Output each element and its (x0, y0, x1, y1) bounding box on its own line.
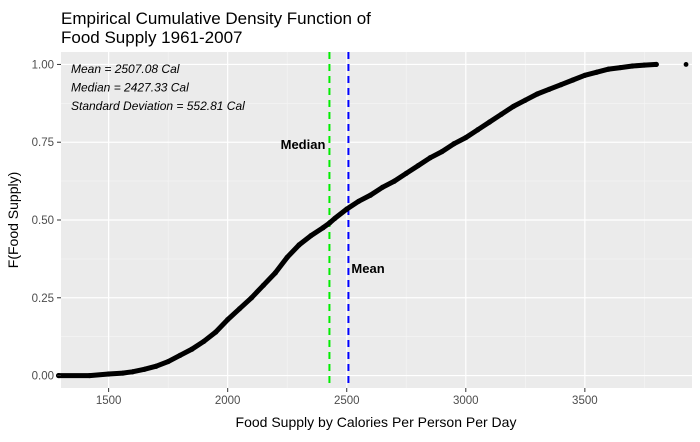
ecdf-point (236, 306, 243, 312)
ecdf-point (367, 192, 374, 198)
y-axis-label: F(Food Supply) (5, 172, 21, 268)
ecdf-point (451, 141, 457, 147)
ecdf-point (320, 225, 326, 231)
x-tick-label: 1500 (96, 395, 122, 407)
ecdf-point (177, 352, 183, 358)
ecdf-point (86, 372, 93, 379)
ecdf-point (213, 329, 219, 335)
stats-annotation-2: Standard Deviation = 552.81 Cal (71, 99, 245, 113)
x-tick-label: 2000 (215, 395, 241, 407)
ecdf-point (617, 64, 624, 71)
ecdf-point (606, 66, 612, 72)
ecdf-point (248, 295, 255, 301)
ecdf-point (153, 363, 159, 369)
ecdf-point (522, 97, 528, 103)
ecdf-point (326, 220, 332, 226)
ecdf-point (391, 178, 397, 184)
y-tick-label: 0.00 (32, 371, 54, 383)
ecdf-point (463, 134, 469, 141)
ecdf-point (534, 91, 540, 97)
ecdf-point (427, 155, 433, 161)
ecdf-point (141, 366, 147, 372)
ecdf-point (487, 119, 493, 125)
ecdf-point (510, 103, 517, 110)
ecdf-point (344, 206, 350, 212)
y-tick-label: 0.50 (32, 215, 54, 227)
ecdf-point (582, 72, 588, 78)
annotation-layer: Mean = 2507.08 Cal Median = 2427.33 Cal St… (71, 62, 385, 276)
ecdf-point (356, 198, 362, 204)
y-tick-label: 0.75 (32, 137, 54, 149)
ecdf-point (403, 170, 409, 176)
ecdf-series-layer (56, 61, 689, 379)
x-tick-label: 2500 (334, 395, 360, 407)
ecdf-point (594, 69, 600, 75)
y-tick-label: 0.25 (32, 293, 54, 305)
ecdf-point (308, 232, 314, 239)
ecdf-point (296, 242, 302, 248)
ecdf-point (546, 86, 552, 92)
ecdf-point (498, 111, 505, 117)
ecdf-point (272, 270, 278, 276)
ecdf-point (106, 371, 112, 377)
ecdf-point (332, 215, 338, 222)
ecdf-point (653, 61, 659, 68)
ecdf-point (129, 369, 136, 375)
ecdf-point (475, 127, 481, 133)
ecdf-point (165, 358, 171, 365)
median-label: Median (281, 137, 326, 152)
grid-layer (61, 52, 692, 388)
ecdf-point (225, 316, 231, 323)
ecdf-point (284, 254, 290, 260)
ecdf-point (629, 63, 636, 69)
ecdf-endpoint (683, 62, 689, 67)
axis-layer: 1500 2000 2500 3000 3500 0.00 0.25 0.50 0.75 1.00 (32, 59, 598, 407)
y-tick-label: 1.00 (32, 59, 54, 71)
ecdf-point (260, 282, 266, 288)
x-tick-label: 3500 (572, 395, 598, 407)
ecdf-point (120, 370, 126, 376)
ecdf-point (558, 82, 564, 88)
stats-annotation-0: Mean = 2507.08 Cal (71, 62, 180, 76)
ecdf-point (189, 346, 195, 352)
ecdf-point (570, 77, 576, 83)
ecdf-point (201, 338, 207, 344)
x-tick-label: 3000 (453, 395, 479, 407)
chart-title-line-1: Empirical Cumulative Density Function of (61, 9, 371, 28)
x-axis-label: Food Supply by Calories Per Person Per D… (236, 414, 517, 430)
ecdf-point (439, 148, 445, 155)
ecdf-point (379, 184, 386, 190)
mean-label: Mean (351, 261, 384, 276)
ecdf-point (641, 62, 647, 68)
ecdf-point (415, 162, 421, 169)
chart-title-line-2: Food Supply 1961-2007 (61, 28, 242, 47)
stats-annotation-1: Median = 2427.33 Cal (71, 81, 189, 95)
